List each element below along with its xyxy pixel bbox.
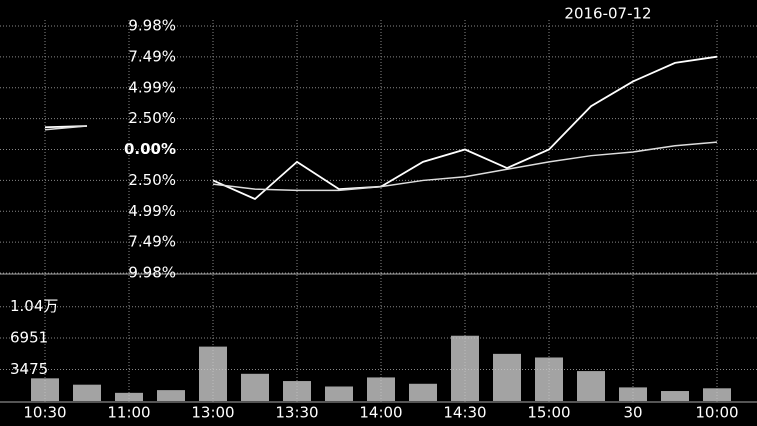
y-tick-label: 7.49% [128, 233, 176, 251]
y-tick-label: 6951 [10, 328, 48, 346]
y-tick-label: 2.50% [128, 109, 176, 127]
price-line [44, 125, 88, 131]
volume-bar [409, 383, 437, 401]
x-tick-label: 14:00 [359, 404, 402, 422]
price-line [212, 141, 718, 192]
x-tick-label: 30 [623, 404, 642, 422]
x-tick-label: 10:30 [23, 404, 66, 422]
volume-bar [703, 388, 731, 401]
y-tick-label: 0.00% [124, 140, 176, 158]
x-tick-label: 13:00 [191, 404, 234, 422]
x-tick-label: 10:00 [695, 404, 738, 422]
volume-bar [73, 384, 101, 401]
volume-bar [661, 391, 689, 401]
y-tick-label: 9.98% [128, 17, 176, 35]
x-tick-label: 13:30 [275, 404, 318, 422]
date-annotation: 2016-07-12 [564, 5, 651, 23]
y-tick-label: 2.50% [128, 171, 176, 189]
volume-bar [283, 381, 311, 401]
x-tick-label: 11:00 [107, 404, 150, 422]
x-tick-label: 15:00 [527, 404, 570, 422]
volume-bar [367, 377, 395, 401]
volume-bar [241, 373, 269, 401]
volume-bar [577, 371, 605, 401]
x-tick-label: 14:30 [443, 404, 486, 422]
volume-bar [31, 378, 59, 401]
y-tick-label: 4.99% [128, 78, 176, 96]
y-tick-label: 7.49% [128, 47, 176, 65]
volume-bar [157, 390, 185, 401]
volume-bar [199, 346, 227, 401]
price-line [212, 55, 718, 201]
volume-bar [451, 335, 479, 401]
volume-bar [619, 387, 647, 401]
volume-bar [535, 357, 563, 401]
y-tick-label: 1.04万 [10, 297, 58, 315]
volume-bar [115, 392, 143, 401]
volume-bar [493, 353, 521, 401]
y-tick-label: 9.98% [128, 264, 176, 282]
y-tick-label: 4.99% [128, 202, 176, 220]
y-tick-label: 3475 [10, 360, 48, 378]
volume-bar [325, 386, 353, 401]
